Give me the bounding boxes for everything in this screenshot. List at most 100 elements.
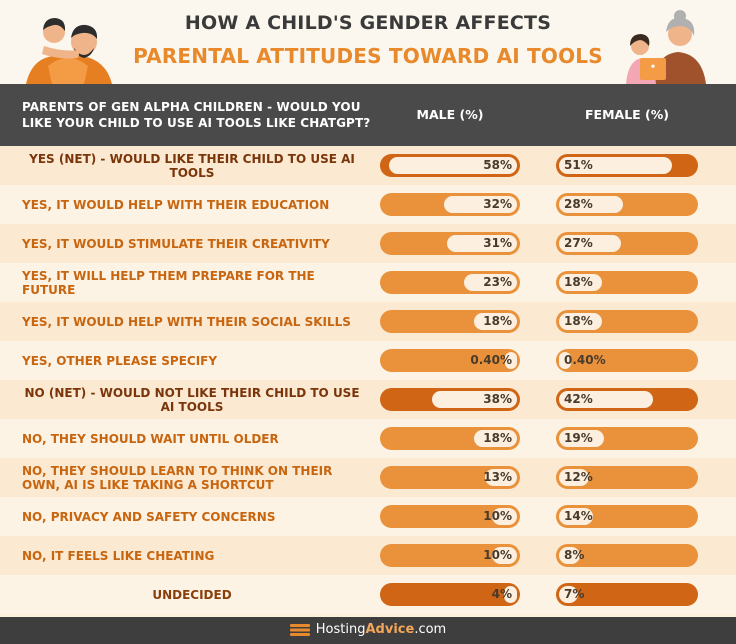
female-value-label: 51% xyxy=(564,158,593,172)
column-header-bar: PARENTS OF GEN ALPHA CHILDREN - WOULD YO… xyxy=(0,84,736,146)
male-value-fill xyxy=(505,352,517,369)
category-label: YES, OTHER PLEASE SPECIFY xyxy=(22,353,218,368)
chart-row: YES, IT WOULD HELP WITH THEIR EDUCATION 3… xyxy=(0,185,736,224)
category-label: YES (NET) - WOULD LIKE THEIR CHILD TO US… xyxy=(29,151,355,180)
female-value-label: 18% xyxy=(564,314,593,328)
female-bar: 42% xyxy=(556,388,698,411)
category-label: NO, THEY SHOULD WAIT UNTIL OLDER xyxy=(22,431,279,446)
header: HOW A CHILD'S GENDER AFFECTS PARENTAL AT… xyxy=(0,0,736,84)
female-value-fill xyxy=(559,313,602,330)
female-bar: 0.40% xyxy=(556,349,698,372)
male-value-fill xyxy=(485,469,517,486)
category-label: NO, IT FEELS LIKE CHEATING xyxy=(22,548,215,563)
chart-row: YES, IT WOULD STIMULATE THEIR CREATIVITY… xyxy=(0,224,736,263)
female-bar: 18% xyxy=(556,310,698,333)
footer: HostingAdvice.com xyxy=(0,617,736,644)
female-bar: 18% xyxy=(556,271,698,294)
male-value-fill xyxy=(474,313,517,330)
female-value-label: 14% xyxy=(564,509,593,523)
female-value-label: 7% xyxy=(564,587,585,601)
chart-row: YES, IT WOULD HELP WITH THEIR SOCIAL SKI… xyxy=(0,302,736,341)
male-value-fill xyxy=(463,274,517,291)
female-bar: 12% xyxy=(556,466,698,489)
female-value-label: 28% xyxy=(564,197,593,211)
chart-row: UNDECIDED 4% 7% xyxy=(0,575,736,614)
male-value-fill xyxy=(388,157,517,174)
male-value-label: 58% xyxy=(483,158,512,172)
male-value-fill xyxy=(444,196,517,213)
chart-title-line-1: HOW A CHILD'S GENDER AFFECTS xyxy=(184,12,552,34)
male-bar: 10% xyxy=(380,505,520,528)
female-value-label: 27% xyxy=(564,236,593,250)
server-stack-icon xyxy=(289,623,310,636)
female-column-header: FEMALE (%) xyxy=(585,107,669,122)
category-label: UNDECIDED xyxy=(152,587,232,602)
survey-question: PARENTS OF GEN ALPHA CHILDREN - WOULD YO… xyxy=(22,100,371,130)
male-bar: 38% xyxy=(380,388,520,411)
male-value-label: 18% xyxy=(483,431,512,445)
female-bar: 27% xyxy=(556,232,698,255)
category-label: NO (NET) - WOULD NOT LIKE THEIR CHILD TO… xyxy=(24,385,360,414)
chart-row: NO, IT FEELS LIKE CHEATING 10% 8% xyxy=(0,536,736,575)
male-bar: 31% xyxy=(380,232,520,255)
female-value-fill xyxy=(559,157,673,174)
male-value-label: 13% xyxy=(483,470,512,484)
female-bar: 7% xyxy=(556,583,698,606)
chart-row: YES, OTHER PLEASE SPECIFY 0.40% 0.40% xyxy=(0,341,736,380)
category-label: YES, IT WOULD HELP WITH THEIR EDUCATION xyxy=(22,197,330,212)
male-bar: 4% xyxy=(380,583,520,606)
male-bar: 23% xyxy=(380,271,520,294)
chart-title-line-2: PARENTAL ATTITUDES TOWARD AI TOOLS xyxy=(133,44,603,68)
male-bar: 18% xyxy=(380,310,520,333)
female-value-fill xyxy=(559,508,594,525)
male-value-fill xyxy=(474,430,517,447)
female-bar: 28% xyxy=(556,193,698,216)
female-value-label: 18% xyxy=(564,275,593,289)
mother-reading-with-child-illustration xyxy=(626,10,706,84)
male-value-fill xyxy=(504,586,517,603)
male-bar: 32% xyxy=(380,193,520,216)
male-value-label: 32% xyxy=(483,197,512,211)
male-value-label: 4% xyxy=(491,587,512,601)
male-value-label: 0.40% xyxy=(470,353,512,367)
male-bar: 13% xyxy=(380,466,520,489)
female-bar: 8% xyxy=(556,544,698,567)
male-value-label: 10% xyxy=(483,548,512,562)
male-value-fill xyxy=(491,508,517,525)
female-value-label: 0.40% xyxy=(564,353,606,367)
male-value-label: 38% xyxy=(483,392,512,406)
male-column-header: MALE (%) xyxy=(416,107,484,122)
chart-row: YES (NET) - WOULD LIKE THEIR CHILD TO US… xyxy=(0,146,736,185)
male-value-fill xyxy=(446,235,517,252)
female-value-fill xyxy=(559,469,589,486)
category-label: YES, IT WOULD STIMULATE THEIR CREATIVITY xyxy=(22,236,330,251)
chart-row: NO, THEY SHOULD WAIT UNTIL OLDER 18% 19% xyxy=(0,419,736,458)
male-value-fill xyxy=(491,547,517,564)
brand-name-part-1: Hosting xyxy=(315,622,366,637)
male-value-fill xyxy=(431,391,517,408)
brand-name-part-2: Advice xyxy=(365,622,415,637)
male-value-label: 10% xyxy=(483,509,512,523)
female-value-fill xyxy=(559,586,578,603)
female-value-fill xyxy=(559,235,621,252)
female-value-fill xyxy=(559,547,581,564)
male-bar: 10% xyxy=(380,544,520,567)
female-value-fill xyxy=(559,391,654,408)
category-label: NO, THEY SHOULD LEARN TO THINK ON THEIR … xyxy=(22,463,333,492)
category-label: NO, PRIVACY AND SAFETY CONCERNS xyxy=(22,509,276,524)
chart-row: NO, THEY SHOULD LEARN TO THINK ON THEIR … xyxy=(0,458,736,497)
female-value-label: 12% xyxy=(564,470,593,484)
category-label: YES, IT WOULD HELP WITH THEIR SOCIAL SKI… xyxy=(22,314,351,329)
male-value-label: 31% xyxy=(483,236,512,250)
male-bar: 0.40% xyxy=(380,349,520,372)
female-bar: 51% xyxy=(556,154,698,177)
brand-name-part-3: .com xyxy=(414,622,447,637)
brand-logo: HostingAdvice.com xyxy=(0,622,736,637)
chart-row: NO, PRIVACY AND SAFETY CONCERNS 10% 14% xyxy=(0,497,736,536)
female-value-fill xyxy=(559,196,624,213)
female-value-label: 42% xyxy=(564,392,593,406)
female-value-fill xyxy=(559,352,571,369)
female-value-fill xyxy=(559,430,604,447)
female-value-fill xyxy=(559,274,602,291)
male-value-label: 23% xyxy=(483,275,512,289)
